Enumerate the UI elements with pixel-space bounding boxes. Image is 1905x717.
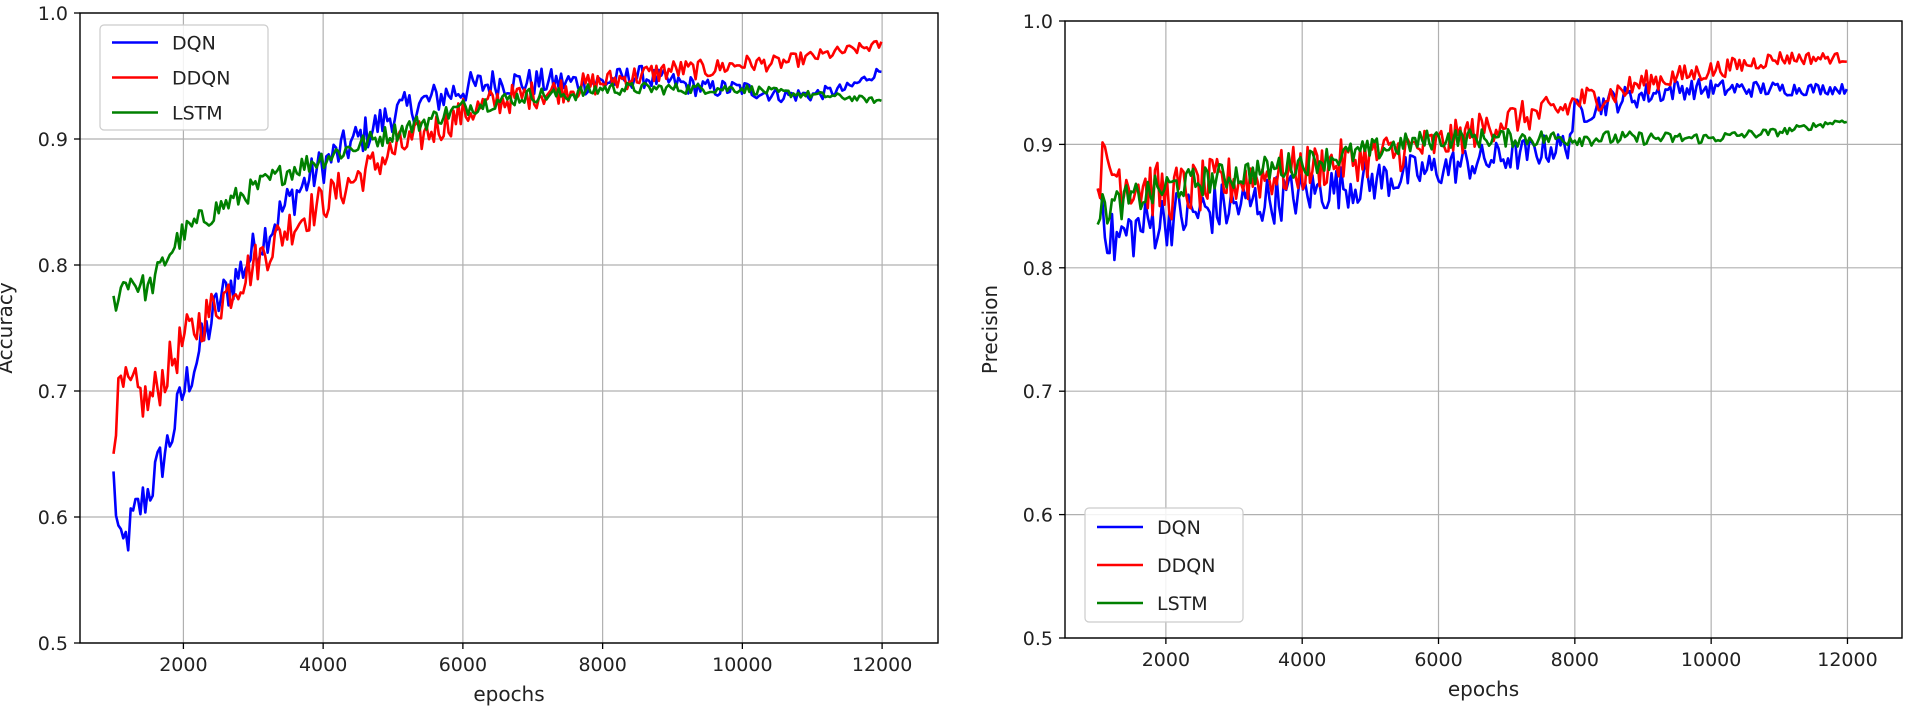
x-tick-label: 12000 — [852, 654, 912, 676]
x-tick-label: 6000 — [439, 654, 487, 676]
x-tick-label: 10000 — [712, 654, 772, 676]
y-tick-label: 0.6 — [1023, 505, 1053, 527]
y-tick-label: 0.5 — [1023, 628, 1053, 650]
legend-box — [1084, 507, 1244, 623]
series-line-ddqn — [112, 39, 883, 454]
y-tick-label: 0.8 — [38, 255, 68, 277]
legend: DQN DDQN LSTM — [1084, 507, 1244, 623]
series-line-ddqn — [1096, 51, 1847, 221]
x-tick-label: 6000 — [1414, 649, 1462, 671]
legend-box — [99, 24, 269, 131]
x-tick-label: 8000 — [1551, 649, 1599, 671]
legend-label-dqn: DQN — [1157, 517, 1201, 539]
x-tick-label: 2000 — [1142, 649, 1190, 671]
y-tick-label: 0.9 — [1023, 134, 1053, 156]
legend-label-dqn: DQN — [172, 33, 216, 55]
plot-frame — [79, 12, 939, 644]
legend-label-ddqn: DDQN — [1157, 555, 1215, 577]
legend: DQN DDQN LSTM — [99, 24, 269, 131]
series-line-dqn — [1096, 78, 1848, 262]
series-line-lstm — [1096, 119, 1848, 226]
y-axis-label: Accuracy — [0, 282, 17, 373]
legend-label-lstm: LSTM — [172, 103, 223, 125]
plot-frame — [1064, 20, 1903, 639]
x-axis-label: epochs — [473, 682, 544, 706]
legend-label-ddqn: DDQN — [172, 68, 230, 90]
x-tick-label: 4000 — [299, 654, 347, 676]
x-axis-label: epochs — [1448, 677, 1519, 701]
y-axis-label: Precision — [978, 285, 1002, 374]
accuracy-chart: 2000 4000 6000 8000 10000 12000 0.5 0.6 0.7 0.8 0.… — [0, 3, 939, 706]
series-line-lstm — [112, 81, 882, 312]
x-tick-label: 10000 — [1681, 649, 1741, 671]
x-tick-label: 8000 — [578, 654, 626, 676]
legend-label-lstm: LSTM — [1157, 593, 1208, 615]
x-tick-label: 12000 — [1817, 649, 1877, 671]
x-tick-label: 2000 — [159, 654, 207, 676]
y-tick-label: 0.5 — [38, 633, 68, 655]
y-tick-label: 0.8 — [1023, 258, 1053, 280]
precision-chart: 2000 4000 6000 8000 10000 12000 0.5 0.6 0.7 0.8 0.… — [978, 11, 1903, 701]
y-tick-label: 0.7 — [1023, 381, 1053, 403]
x-tick-label: 4000 — [1278, 649, 1326, 671]
y-tick-label: 0.7 — [38, 381, 68, 403]
y-tick-label: 0.9 — [38, 129, 68, 151]
y-tick-label: 1.0 — [1023, 11, 1053, 33]
y-tick-label: 0.6 — [38, 507, 68, 529]
y-tick-label: 1.0 — [38, 3, 68, 25]
